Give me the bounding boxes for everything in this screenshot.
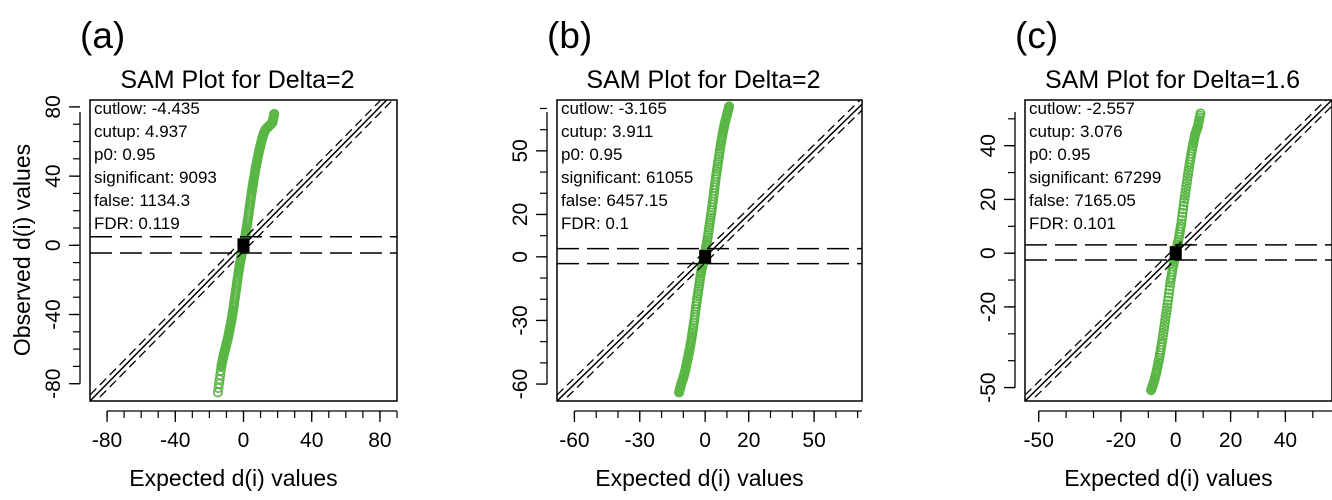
chart-title: SAM Plot for Delta=1.6 xyxy=(1045,66,1300,94)
data-point-fill xyxy=(701,237,712,248)
x-tick-label: 40 xyxy=(1274,429,1297,452)
stat-text: cutup: 4.937 xyxy=(94,122,188,141)
y-tick-label: -50 xyxy=(977,372,1000,402)
stat-text: FDR: 0.1 xyxy=(561,214,629,233)
y-tick-label: 50 xyxy=(509,139,532,162)
x-tick-label: -30 xyxy=(625,429,655,452)
y-tick-label: -20 xyxy=(977,292,1000,322)
stat-text: significant: 9093 xyxy=(94,168,217,187)
y-tick-label: 0 xyxy=(509,251,532,263)
x-tick-label: 40 xyxy=(300,429,323,452)
stat-text: FDR: 0.101 xyxy=(1029,214,1116,233)
stat-text: cutup: 3.076 xyxy=(1029,122,1123,141)
stat-text: false: 1134.3 xyxy=(94,191,190,210)
x-tick-label: -50 xyxy=(1024,429,1054,452)
x-tick-label: -60 xyxy=(559,429,589,452)
y-axis-label: Observed d(i) values xyxy=(9,144,35,356)
y-tick-label: -40 xyxy=(42,299,65,329)
data-point-fill xyxy=(693,286,704,297)
panel-1: (a) SAM Plot for Delta=2 cutlow: -4.435 cut… xyxy=(9,15,398,491)
plot-area xyxy=(1025,100,1332,401)
data-point-fill xyxy=(1163,292,1174,303)
x-tick-label: 80 xyxy=(368,429,391,452)
center-marker xyxy=(237,238,250,253)
x-tick-label: -20 xyxy=(1106,429,1136,452)
data-point-fill xyxy=(723,102,734,113)
x-axis-label: Expected d(i) values xyxy=(1064,465,1272,491)
x-tick-label: 0 xyxy=(1170,429,1182,452)
stat-text: significant: 67299 xyxy=(1029,168,1161,187)
y-tick-label: 40 xyxy=(42,164,65,187)
data-point-fill xyxy=(1178,200,1189,211)
center-marker xyxy=(699,249,712,264)
data-point-fill xyxy=(215,370,226,381)
stat-text: false: 7165.05 xyxy=(1029,191,1136,210)
stat-text: cutlow: -3.165 xyxy=(561,99,667,118)
x-tick-label: 0 xyxy=(699,429,711,452)
x-tick-label: 20 xyxy=(1219,429,1242,452)
x-tick-label: -40 xyxy=(160,429,190,452)
stat-text: significant: 61055 xyxy=(561,168,693,187)
data-point-fill xyxy=(1175,221,1186,232)
y-tick-label: 0 xyxy=(977,247,1000,259)
chart-title: SAM Plot for Delta=2 xyxy=(120,66,354,94)
x-axis-label: Expected d(i) values xyxy=(595,465,803,491)
y-tick-label: 40 xyxy=(977,134,1000,157)
x-tick-label: 0 xyxy=(238,429,250,452)
plot-area xyxy=(557,100,862,401)
data-point-fill xyxy=(1163,288,1174,299)
panel-3: (c) SAM Plot for Delta=1.6 cutlow: -2.557 c… xyxy=(977,15,1332,491)
data-point-fill xyxy=(1177,207,1188,218)
data-point-fill xyxy=(1162,302,1173,313)
stat-text: false: 6457.15 xyxy=(561,191,668,210)
stat-text: cutlow: -2.557 xyxy=(1029,99,1135,118)
data-point-fill xyxy=(268,110,279,121)
diagonal-dashed-line xyxy=(557,100,862,396)
data-point-fill xyxy=(1176,215,1187,226)
data-point-fill xyxy=(1162,295,1173,306)
y-tick-label: 20 xyxy=(509,203,532,226)
y-tick-label: -60 xyxy=(509,369,532,399)
y-tick-label: -80 xyxy=(42,369,65,399)
chart-title: SAM Plot for Delta=2 xyxy=(586,66,820,94)
data-point-fill xyxy=(712,158,723,169)
plot-area xyxy=(90,100,397,401)
y-tick-label: 20 xyxy=(977,188,1000,211)
data-point-fill xyxy=(686,332,697,343)
data-point-fill xyxy=(1194,110,1205,121)
data-point-fill xyxy=(704,222,715,233)
stat-text: p0: 0.95 xyxy=(561,145,622,164)
x-tick-label: 20 xyxy=(737,429,760,452)
stat-text: p0: 0.95 xyxy=(1029,145,1090,164)
data-point-fill xyxy=(1178,204,1189,215)
data-point-fill xyxy=(1159,321,1170,332)
panel-label: (b) xyxy=(547,15,592,56)
data-point-fill xyxy=(1177,211,1188,222)
y-tick-label: 80 xyxy=(42,95,65,118)
x-tick-label: 50 xyxy=(802,429,825,452)
data-point-fill xyxy=(1181,181,1192,192)
center-marker xyxy=(1169,246,1182,261)
stat-text: cutup: 3.911 xyxy=(561,122,653,141)
stat-text: cutlow: -4.435 xyxy=(94,99,200,118)
panel-label: (c) xyxy=(1015,15,1058,56)
panel-label: (a) xyxy=(80,15,125,56)
panel-2: (b) SAM Plot for Delta=2 cutlow: -3.165 cut… xyxy=(509,15,863,491)
y-tick-label: 0 xyxy=(42,239,65,251)
stat-text: FDR: 0.119 xyxy=(94,214,180,233)
data-point-fill xyxy=(1186,146,1197,157)
stat-text: p0: 0.95 xyxy=(94,145,155,164)
x-axis-label: Expected d(i) values xyxy=(129,465,337,491)
data-point-fill xyxy=(1164,284,1175,295)
y-tick-label: -30 xyxy=(509,305,532,335)
data-point-fill xyxy=(1167,264,1178,275)
x-tick-label: -80 xyxy=(92,429,122,452)
